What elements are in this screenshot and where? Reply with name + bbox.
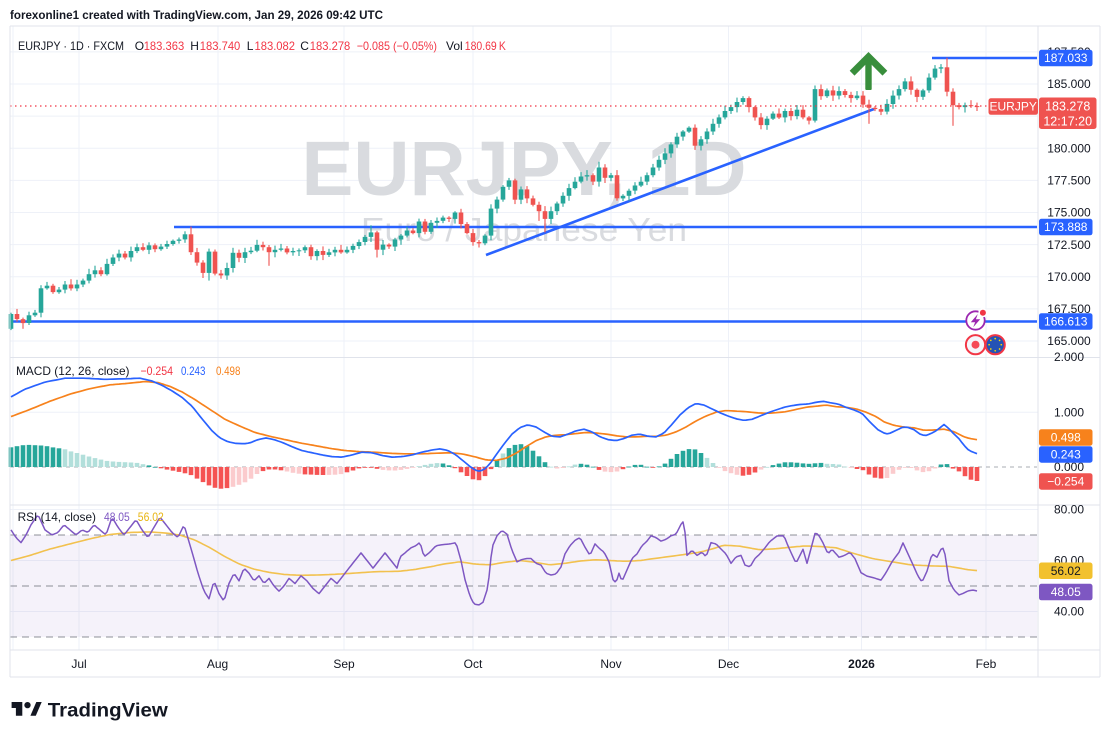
svg-text:C: C bbox=[300, 39, 309, 53]
svg-text:180.69 K: 180.69 K bbox=[465, 39, 506, 53]
svg-text:2026: 2026 bbox=[848, 657, 875, 671]
svg-text:0.498: 0.498 bbox=[1051, 431, 1081, 445]
svg-text:RSI (14, close): RSI (14, close) bbox=[18, 510, 96, 524]
svg-text:56.02: 56.02 bbox=[138, 510, 164, 524]
svg-text:Sep: Sep bbox=[333, 657, 355, 671]
svg-text:183.278: 183.278 bbox=[310, 39, 351, 53]
svg-text:Dec: Dec bbox=[718, 657, 739, 671]
svg-text:H: H bbox=[190, 39, 199, 53]
svg-text:1.000: 1.000 bbox=[1054, 405, 1084, 419]
svg-text:175.000: 175.000 bbox=[1047, 206, 1091, 220]
svg-text:O: O bbox=[135, 39, 144, 53]
svg-text:EURJPY, 1D: EURJPY, 1D bbox=[302, 126, 747, 212]
svg-text:forexonline1 created with Trad: forexonline1 created with TradingView.co… bbox=[10, 8, 383, 22]
svg-text:180.000: 180.000 bbox=[1047, 141, 1091, 155]
svg-text:167.500: 167.500 bbox=[1047, 302, 1091, 316]
svg-text:Feb: Feb bbox=[976, 657, 997, 671]
svg-text:Nov: Nov bbox=[600, 657, 621, 671]
svg-text:12:17:20: 12:17:20 bbox=[1043, 114, 1092, 128]
svg-text:Aug: Aug bbox=[207, 657, 228, 671]
svg-text:166.613: 166.613 bbox=[1044, 315, 1088, 329]
svg-text:EURJPY · 1D · FXCM: EURJPY · 1D · FXCM bbox=[18, 39, 124, 53]
svg-text:185.000: 185.000 bbox=[1047, 77, 1091, 91]
svg-text:183.082: 183.082 bbox=[255, 39, 296, 53]
svg-text:−0.085 (−0.05%): −0.085 (−0.05%) bbox=[357, 39, 437, 53]
svg-text:Jul: Jul bbox=[71, 657, 86, 671]
svg-text:0.243: 0.243 bbox=[1051, 448, 1081, 462]
svg-text:Euro / Japanese Yen: Euro / Japanese Yen bbox=[361, 211, 687, 248]
svg-text:177.500: 177.500 bbox=[1047, 174, 1091, 188]
svg-text:56.02: 56.02 bbox=[1051, 564, 1081, 578]
svg-text:MACD (12, 26, close): MACD (12, 26, close) bbox=[16, 364, 130, 378]
svg-text:TradingView: TradingView bbox=[48, 699, 169, 721]
svg-text:80.00: 80.00 bbox=[1054, 503, 1084, 517]
svg-text:40.00: 40.00 bbox=[1054, 605, 1084, 619]
svg-text:172.500: 172.500 bbox=[1047, 238, 1091, 252]
svg-text:−0.254: −0.254 bbox=[1047, 475, 1084, 489]
svg-text:Oct: Oct bbox=[464, 657, 483, 671]
svg-text:165.000: 165.000 bbox=[1047, 334, 1091, 348]
svg-text:0.498: 0.498 bbox=[216, 364, 241, 378]
svg-text:170.000: 170.000 bbox=[1047, 270, 1091, 284]
svg-text:0.000: 0.000 bbox=[1054, 460, 1084, 474]
svg-text:183.363: 183.363 bbox=[144, 39, 185, 53]
svg-text:−0.254: −0.254 bbox=[141, 364, 174, 378]
svg-text:48.05: 48.05 bbox=[104, 510, 130, 524]
svg-text:183.278: 183.278 bbox=[1045, 99, 1090, 113]
svg-text:187.033: 187.033 bbox=[1044, 51, 1088, 65]
svg-text:48.05: 48.05 bbox=[1051, 585, 1081, 599]
svg-text:2.000: 2.000 bbox=[1054, 350, 1084, 364]
svg-text:173.888: 173.888 bbox=[1044, 220, 1088, 234]
svg-text:0.243: 0.243 bbox=[181, 364, 206, 378]
svg-text:183.740: 183.740 bbox=[200, 39, 241, 53]
svg-text:Vol: Vol bbox=[446, 39, 463, 53]
svg-text:L: L bbox=[247, 39, 254, 53]
svg-text:EURJPY: EURJPY bbox=[990, 100, 1037, 114]
